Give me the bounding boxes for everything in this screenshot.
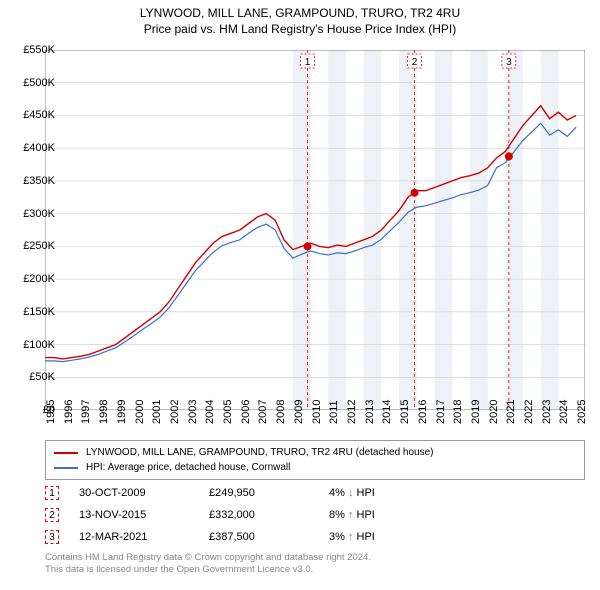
y-tick-label: £450K (0, 109, 55, 121)
annotation-delta: 3% ↑ HPI (329, 531, 449, 543)
annotation-marker: 1 (45, 486, 59, 500)
y-tick-label: £500K (0, 77, 55, 89)
x-tick-label: 2011 (328, 404, 340, 424)
x-tick-label: 2019 (470, 404, 482, 424)
legend-label: LYNWOOD, MILL LANE, GRAMPOUND, TRURO, TR… (86, 447, 434, 458)
annotation-delta: 4% ↓ HPI (329, 487, 449, 499)
x-tick-label: 2020 (488, 404, 500, 424)
annotation-date: 12-MAR-2021 (79, 531, 209, 543)
x-tick-label: 1995 (45, 404, 57, 424)
x-tick-label: 2021 (505, 404, 517, 424)
y-tick-label: £250K (0, 240, 55, 252)
y-tick-label: £100K (0, 339, 55, 351)
chart-subtitle: Price paid vs. HM Land Registry's House … (0, 22, 600, 36)
legend-swatch (54, 467, 78, 469)
annotation-row: 3 12-MAR-2021£387,5003% ↑ HPI (45, 526, 449, 548)
annotation-marker: 3 (45, 530, 59, 544)
x-tick-label: 2014 (381, 404, 393, 424)
x-tick-label: 2008 (275, 404, 287, 424)
annotation-delta: 8% ↑ HPI (329, 509, 449, 521)
annotation-row: 2 13-NOV-2015£332,0008% ↑ HPI (45, 504, 449, 526)
x-tick-label: 2018 (452, 404, 464, 424)
x-tick-label: 2013 (364, 404, 376, 424)
svg-text:1: 1 (305, 57, 311, 68)
legend-swatch (54, 452, 78, 454)
annotation-date: 13-NOV-2015 (79, 509, 209, 521)
annotation-price: £249,950 (209, 487, 329, 499)
x-tick-label: 2004 (204, 404, 216, 424)
x-tick-label: 2025 (576, 404, 588, 424)
annotation-table: 1 30-OCT-2009£249,9504% ↓ HPI 2 13-NOV-2015… (45, 482, 449, 548)
x-tick-label: 2007 (257, 404, 269, 424)
y-tick-label: £350K (0, 175, 55, 187)
y-tick-label: £200K (0, 273, 55, 285)
x-tick-label: 2005 (222, 404, 234, 424)
legend-row: HPI: Average price, detached house, Corn… (54, 460, 576, 475)
x-tick-label: 1997 (80, 404, 92, 424)
svg-text:3: 3 (506, 57, 512, 68)
title-block: LYNWOOD, MILL LANE, GRAMPOUND, TRURO, TR… (0, 0, 600, 36)
x-tick-label: 2002 (169, 404, 181, 424)
y-tick-label: £300K (0, 208, 55, 220)
annotation-marker: 2 (45, 508, 59, 522)
footer-text: Contains HM Land Registry data © Crown c… (45, 552, 371, 577)
x-tick-label: 2010 (311, 404, 323, 424)
annotation-date: 30-OCT-2009 (79, 487, 209, 499)
y-tick-label: £550K (0, 44, 55, 56)
x-tick-label: 2003 (187, 404, 199, 424)
x-tick-label: 2001 (151, 404, 163, 424)
y-tick-label: £150K (0, 306, 55, 318)
x-tick-label: 1999 (116, 404, 128, 424)
x-tick-label: 2006 (240, 404, 252, 424)
x-tick-label: 2017 (435, 404, 447, 424)
x-tick-label: 2023 (541, 404, 553, 424)
x-tick-label: 2000 (134, 404, 146, 424)
x-tick-label: 2022 (523, 404, 535, 424)
chart-title: LYNWOOD, MILL LANE, GRAMPOUND, TRURO, TR… (0, 6, 600, 20)
x-tick-label: 1996 (63, 404, 75, 424)
svg-text:2: 2 (412, 57, 418, 68)
annotation-price: £332,000 (209, 509, 329, 521)
legend: LYNWOOD, MILL LANE, GRAMPOUND, TRURO, TR… (45, 440, 585, 480)
x-tick-label: 2009 (293, 404, 305, 424)
annotation-price: £387,500 (209, 531, 329, 543)
y-tick-label: £50K (0, 371, 55, 383)
x-tick-label: 2012 (346, 404, 358, 424)
legend-label: HPI: Average price, detached house, Corn… (86, 462, 290, 473)
y-tick-label: £400K (0, 142, 55, 154)
x-tick-label: 2015 (399, 404, 411, 424)
line-chart: 1 2 3 (45, 50, 585, 410)
x-tick-label: 1998 (98, 404, 110, 424)
x-tick-label: 2016 (417, 404, 429, 424)
x-tick-label: 2024 (558, 404, 570, 424)
chart-container: LYNWOOD, MILL LANE, GRAMPOUND, TRURO, TR… (0, 0, 600, 590)
footer-line-1: Contains HM Land Registry data © Crown c… (45, 552, 371, 564)
footer-line-2: This data is licensed under the Open Gov… (45, 564, 371, 576)
annotation-row: 1 30-OCT-2009£249,9504% ↓ HPI (45, 482, 449, 504)
legend-row: LYNWOOD, MILL LANE, GRAMPOUND, TRURO, TR… (54, 445, 576, 460)
